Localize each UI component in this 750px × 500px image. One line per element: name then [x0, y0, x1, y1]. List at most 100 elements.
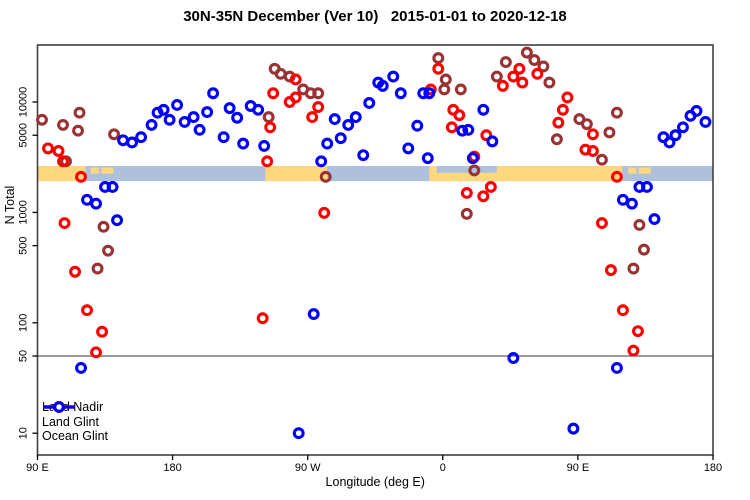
- point-ocean_glint: [187, 111, 200, 124]
- y-tick-label: 10000: [18, 87, 30, 118]
- point-ocean_glint: [648, 213, 661, 226]
- y-axis-title: N Total: [3, 186, 17, 225]
- geo-band-land: [37, 166, 86, 182]
- point-ocean_glint: [178, 115, 191, 128]
- point-land_nadir: [595, 153, 608, 166]
- point-ocean_glint: [641, 181, 653, 193]
- point-land_nadir: [543, 76, 556, 89]
- legend-label: Land Glint: [42, 414, 99, 429]
- point-land_glint: [453, 109, 466, 122]
- point-land_glint: [57, 155, 69, 168]
- point-ocean_glint: [567, 422, 580, 435]
- point-land_nadir: [102, 244, 115, 257]
- y-tick-label: 500: [18, 236, 30, 254]
- point-ocean_glint: [423, 87, 436, 100]
- point-land_glint: [460, 187, 473, 199]
- point-ocean_glint: [625, 197, 638, 210]
- point-land_nadir: [627, 262, 640, 275]
- geo-band-sea: [436, 166, 497, 173]
- point-land_glint: [595, 217, 608, 230]
- point-land_nadir: [528, 54, 541, 66]
- point-land_nadir: [97, 220, 110, 233]
- x-tick-label: 90 E: [26, 462, 49, 474]
- point-ocean_glint: [193, 123, 206, 136]
- point-ocean_glint: [616, 193, 629, 206]
- point-land_nadir: [468, 164, 481, 177]
- point-ocean_glint: [342, 118, 355, 131]
- point-ocean_glint: [610, 361, 623, 374]
- point-ocean_glint: [376, 79, 389, 92]
- point-ocean_glint: [75, 361, 87, 374]
- point-land_nadir: [91, 262, 104, 275]
- point-land_glint: [477, 190, 490, 203]
- point-ocean_glint: [328, 113, 341, 126]
- point-ocean_glint: [126, 136, 139, 149]
- point-ocean_glint: [466, 152, 479, 165]
- geo-band-island: [628, 167, 637, 174]
- point-ocean_glint: [252, 103, 265, 116]
- point-ocean_glint: [486, 135, 499, 148]
- point-ocean_glint: [663, 136, 676, 149]
- point-land_glint: [42, 142, 54, 155]
- point-land_glint: [312, 101, 325, 114]
- point-land_nadir: [637, 243, 650, 256]
- point-land_nadir: [537, 60, 550, 73]
- point-land_nadir: [454, 83, 467, 96]
- point-land_glint: [627, 344, 640, 357]
- legend-item-land-glint: Land Glint: [42, 401, 108, 430]
- point-land_nadir: [580, 118, 593, 131]
- x-tick-label: 180: [163, 462, 181, 474]
- point-ocean_glint: [145, 118, 158, 131]
- point-land_nadir: [460, 207, 473, 220]
- y-tick-label: 1000: [18, 200, 30, 224]
- point-land_glint: [513, 62, 526, 75]
- point-ocean_glint: [456, 124, 469, 137]
- point-land_glint: [586, 145, 599, 157]
- point-ocean_glint: [402, 142, 415, 155]
- point-land_nadir: [520, 46, 533, 59]
- point-land_glint: [58, 217, 71, 230]
- point-ocean_glint: [321, 137, 334, 150]
- point-land_nadir: [262, 111, 275, 124]
- point-ocean_glint: [292, 427, 305, 440]
- point-land_glint: [586, 128, 599, 141]
- point-land_nadir: [36, 113, 48, 126]
- point-land_nadir: [633, 218, 646, 231]
- point-land_glint: [432, 62, 445, 75]
- point-ocean_glint: [201, 106, 214, 119]
- y-tick-label: 10: [18, 427, 30, 439]
- point-ocean_glint: [462, 123, 475, 136]
- point-land_nadir: [73, 106, 86, 119]
- point-ocean_glint: [171, 99, 184, 111]
- point-ocean_glint: [135, 131, 148, 144]
- point-ocean_glint: [507, 352, 520, 364]
- geo-band-land: [265, 166, 328, 182]
- point-ocean_glint: [307, 308, 320, 321]
- point-land_glint: [52, 145, 65, 157]
- point-ocean_glint: [207, 87, 220, 100]
- point-land_glint: [445, 121, 458, 134]
- point-land_glint: [318, 206, 331, 219]
- y-tick-label: 100: [18, 314, 30, 332]
- x-axis-title: Longitude (deg E): [326, 475, 425, 489]
- point-land_glint: [531, 67, 544, 80]
- geo-band-island: [90, 167, 100, 174]
- point-land_nadir: [312, 87, 325, 100]
- point-ocean_glint: [394, 87, 407, 100]
- point-land_glint: [631, 325, 644, 338]
- point-ocean_glint: [411, 119, 424, 132]
- point-ocean_glint: [117, 134, 130, 147]
- point-ocean_glint: [690, 104, 703, 117]
- point-land_glint: [556, 103, 569, 116]
- point-ocean_glint: [421, 152, 434, 165]
- point-land_glint: [90, 346, 102, 359]
- point-land_nadir: [108, 128, 121, 141]
- point-ocean_glint: [669, 129, 682, 142]
- point-ocean_glint: [334, 132, 347, 145]
- point-land_nadir: [57, 118, 69, 131]
- point-land_glint: [306, 111, 319, 124]
- x-tick-label: 180: [704, 462, 722, 474]
- point-land_nadir: [438, 83, 451, 96]
- point-land_glint: [261, 155, 274, 168]
